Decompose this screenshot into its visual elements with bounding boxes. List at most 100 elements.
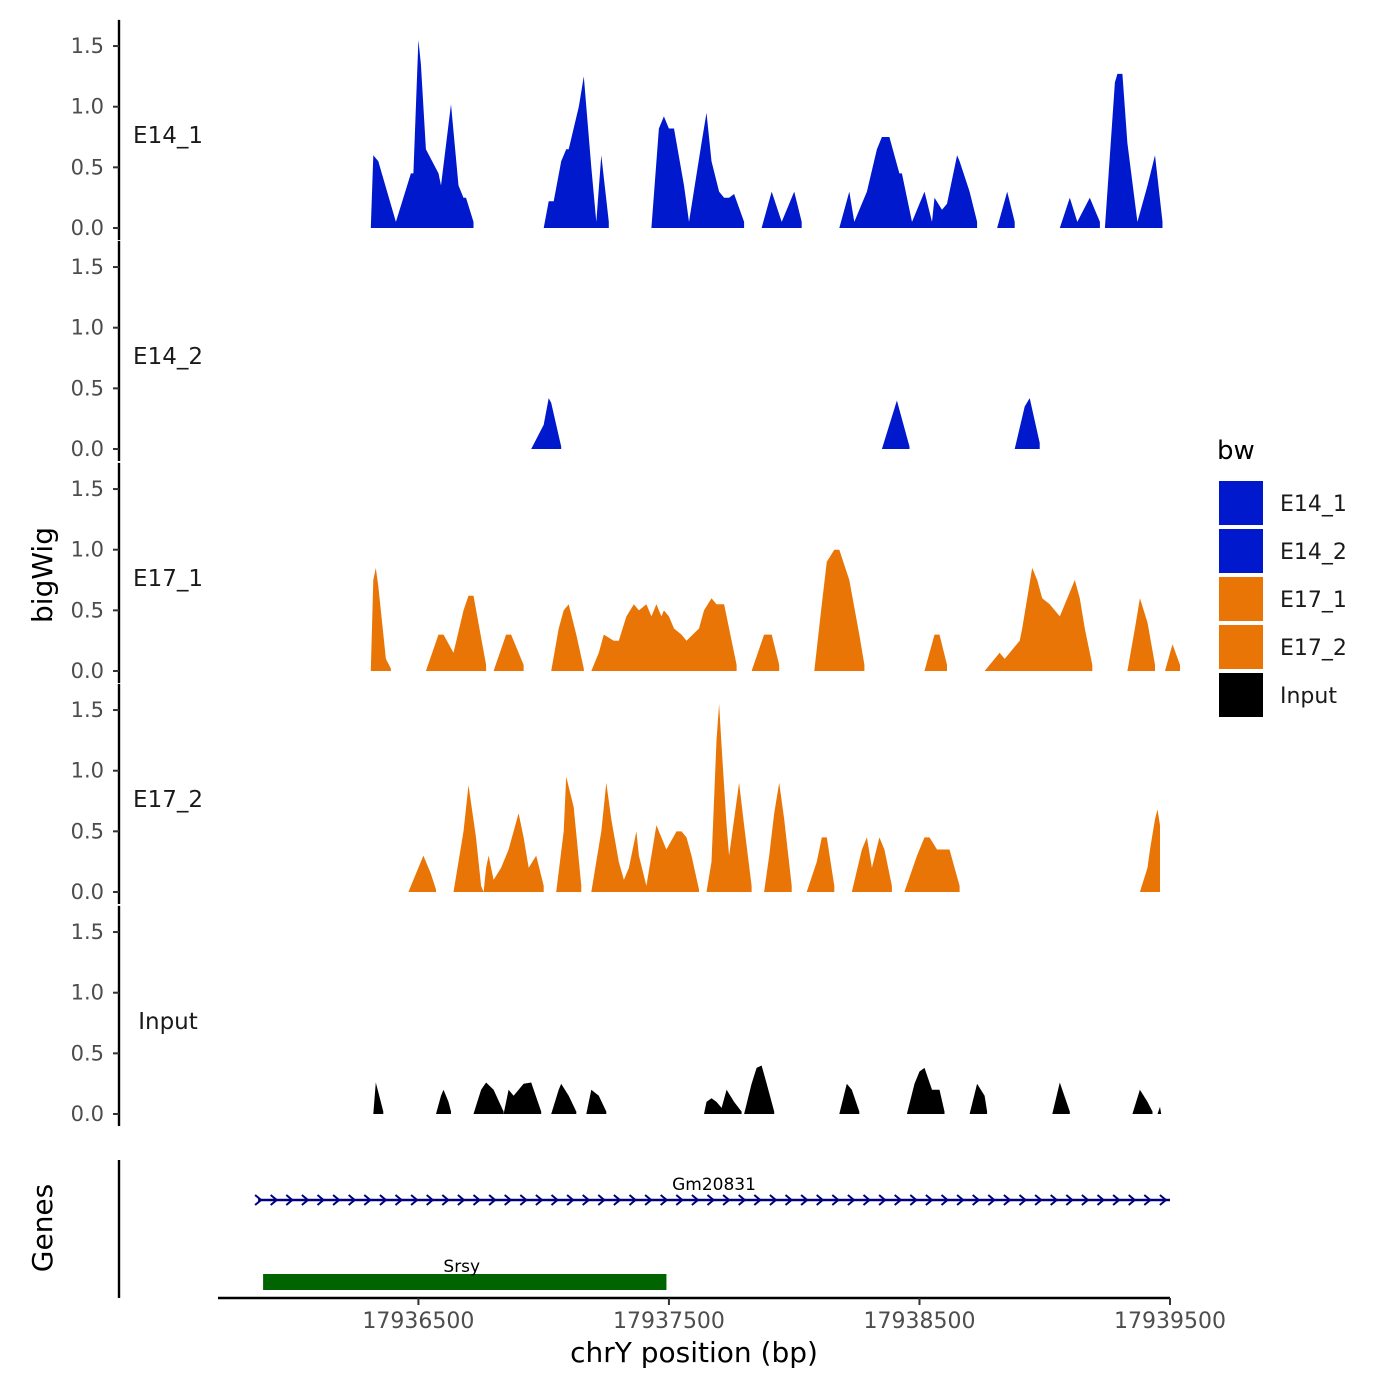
- coverage-area: [1165, 644, 1180, 671]
- strand-arrow-icon: [753, 1194, 762, 1206]
- strand-arrow-icon: [535, 1194, 544, 1206]
- track-label: E14_2: [133, 344, 203, 370]
- track-input: 0.0 0.5 1.0 1.5 Input: [71, 905, 1162, 1126]
- y-tick-label: 1.0: [71, 759, 104, 783]
- strand-arrow-icon: [597, 1194, 606, 1206]
- gene-gm20831: Gm20831: [254, 1175, 1170, 1206]
- y-tick-label: 0.0: [71, 216, 104, 240]
- coverage-area: [839, 1083, 860, 1114]
- strand-arrow-icon: [1159, 1194, 1168, 1206]
- gene-track: Gm20831 Srsy: [117, 1160, 1170, 1298]
- coverage-area: [531, 398, 562, 449]
- x-tick-label: 17938500: [863, 1309, 975, 1334]
- y-tick-label: 0.5: [71, 819, 104, 843]
- strand-arrow-icon: [270, 1194, 279, 1206]
- coverage-area: [453, 785, 544, 892]
- coverage-area: [751, 634, 780, 671]
- coverage-area: [997, 191, 1015, 228]
- legend-item: E14_2: [1217, 527, 1347, 575]
- coverage-area: [1127, 598, 1155, 671]
- strand-arrow-icon: [348, 1194, 357, 1206]
- strand-arrow-icon: [566, 1194, 575, 1206]
- coverage-area: [1059, 197, 1100, 228]
- strand-arrow-icon: [691, 1194, 700, 1206]
- coverage-area: [543, 76, 609, 229]
- y-tick-label: 0.5: [71, 155, 104, 179]
- coverage-area: [969, 1083, 988, 1114]
- coverage-area: [556, 776, 582, 892]
- strand-arrow-icon: [550, 1194, 560, 1206]
- coverage-area: [591, 598, 737, 671]
- legend-label: E14_2: [1280, 540, 1347, 565]
- coverage-area: [1104, 73, 1163, 229]
- strand-arrow-icon: [1034, 1194, 1043, 1206]
- strand-arrow-icon: [332, 1194, 341, 1206]
- strand-arrow-icon: [862, 1194, 872, 1206]
- legend-item: E14_1: [1217, 479, 1347, 527]
- coverage-area: [551, 1083, 577, 1114]
- strand-arrow-icon: [504, 1194, 513, 1206]
- strand-arrow-icon: [722, 1194, 731, 1206]
- track-e17-2: 0.0 0.5 1.0 1.5 E17_2: [71, 683, 1160, 904]
- strand-arrow-icon: [1050, 1194, 1059, 1206]
- strand-arrow-icon: [972, 1194, 981, 1206]
- strand-arrow-icon: [254, 1194, 263, 1206]
- y-tick-label: 0.0: [71, 437, 104, 461]
- strand-arrow-icon: [675, 1194, 684, 1206]
- legend-label: E17_1: [1280, 588, 1347, 613]
- strand-arrow-icon: [628, 1194, 638, 1206]
- track-e14-1: 0.0 0.5 1.0 1.5 E14_1: [71, 19, 1163, 240]
- track-label: E17_2: [133, 787, 203, 813]
- coverage-area: [1132, 1089, 1153, 1114]
- legend-swatch: [1217, 671, 1265, 719]
- track-e17-1: 0.0 0.5 1.0 1.5 E17_1: [71, 462, 1261, 683]
- x-tick-label: 17939500: [1114, 1309, 1226, 1334]
- legend-label: E17_2: [1280, 636, 1347, 661]
- strand-arrow-icon: [519, 1194, 528, 1206]
- legend-title: bw: [1217, 436, 1255, 466]
- x-axis-title: chrY position (bp): [570, 1336, 818, 1369]
- coverage-area: [373, 1082, 384, 1114]
- legend-item: Input: [1217, 671, 1337, 719]
- coverage-area: [1052, 1082, 1070, 1114]
- y-tick-label: 1.5: [71, 34, 104, 58]
- gene-label: Gm20831: [672, 1175, 756, 1195]
- strand-arrow-icon: [660, 1194, 669, 1206]
- y-tick-label: 0.0: [71, 1102, 104, 1126]
- strand-arrow-icon: [1018, 1194, 1028, 1206]
- track-label: E17_1: [133, 566, 203, 592]
- coverage-area: [503, 1082, 542, 1114]
- strand-arrow-icon: [285, 1194, 294, 1206]
- strand-arrow-icon: [457, 1194, 466, 1206]
- strand-arrow-icon: [925, 1194, 934, 1206]
- strand-arrow-icon: [410, 1194, 419, 1206]
- legend-item: E17_1: [1217, 575, 1347, 623]
- strand-arrow-icon: [441, 1194, 450, 1206]
- coverage-area: [764, 782, 792, 892]
- x-axis: 17936500 17937500 17938500 17939500: [218, 1296, 1226, 1334]
- strand-arrow-icon: [379, 1194, 388, 1206]
- coverage-area: [425, 595, 487, 671]
- strand-arrow-icon: [909, 1194, 918, 1206]
- coverage-area: [706, 704, 752, 892]
- y-tick-label: 0.5: [71, 598, 104, 622]
- coverage-area: [851, 837, 892, 892]
- strand-arrow-icon: [488, 1194, 497, 1206]
- legend-swatch: [1217, 479, 1265, 527]
- coverage-area: [370, 40, 474, 228]
- strand-arrow-icon: [706, 1194, 716, 1206]
- coverage-area: [651, 112, 745, 228]
- coverage-area: [436, 1089, 451, 1114]
- strand-arrow-icon: [940, 1194, 950, 1206]
- coverage-area: [984, 567, 1093, 671]
- y-tick-label: 1.0: [71, 981, 104, 1005]
- coverage-area: [744, 1065, 775, 1114]
- coverage-area: [904, 837, 960, 892]
- y-tick-label: 1.5: [71, 255, 104, 279]
- strand-arrow-icon: [644, 1194, 653, 1206]
- y-tick-label: 1.0: [71, 316, 104, 340]
- y-tick-label: 0.0: [71, 659, 104, 683]
- coverage-area: [814, 549, 865, 671]
- track-label: E14_1: [133, 123, 203, 149]
- y-tick-label: 0.5: [71, 376, 104, 400]
